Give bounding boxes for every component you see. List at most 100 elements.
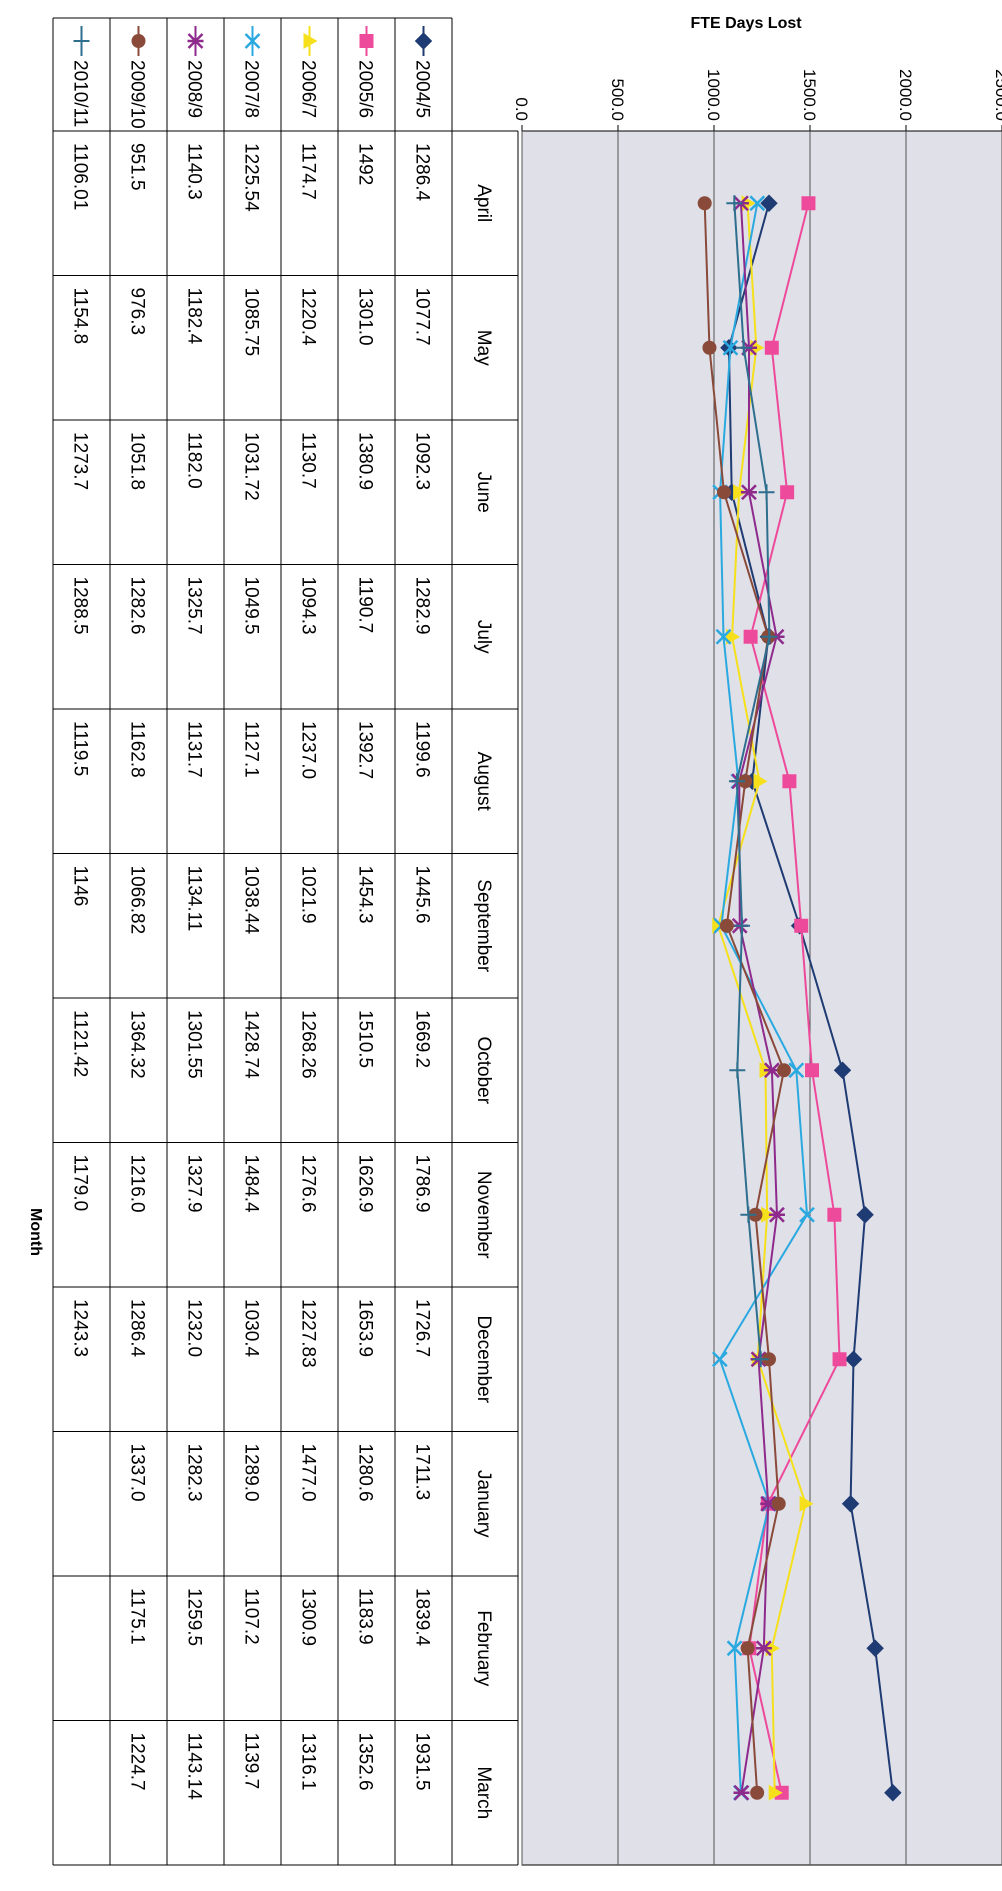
x-axis-label: Month — [27, 1208, 44, 1256]
data-label: 1288.5 — [70, 577, 91, 635]
data-label: 1380.9 — [355, 432, 376, 490]
data-label: 1224.7 — [127, 1733, 148, 1791]
data-label: 1428.74 — [241, 1010, 262, 1079]
data-point — [740, 1206, 757, 1223]
data-point — [764, 340, 779, 355]
legend-entry: 2008/9 — [184, 60, 205, 118]
data-point — [841, 1495, 860, 1513]
legend-entry: 2004/5 — [412, 60, 433, 118]
x-tick-label: April — [473, 184, 494, 222]
data-label: 1143.14 — [184, 1733, 205, 1801]
data-label: 1484.4 — [241, 1155, 262, 1214]
data-point — [733, 1784, 750, 1801]
data-point — [728, 773, 745, 790]
data-point — [719, 918, 734, 933]
series-2010-11 — [726, 195, 778, 1368]
data-label: 1051.8 — [127, 432, 148, 490]
data-label: 1140.3 — [184, 143, 205, 200]
data-point — [833, 1061, 852, 1079]
data-point — [743, 629, 758, 644]
data-point — [187, 33, 204, 49]
data-label: 1931.5 — [412, 1733, 433, 1791]
data-point — [729, 1062, 746, 1079]
data-point — [726, 195, 743, 212]
data-label: 1182.4 — [184, 288, 205, 345]
data-label: 1066.82 — [127, 866, 148, 935]
data-label: 1021.9 — [298, 866, 319, 924]
data-label: 1225.54 — [241, 143, 262, 212]
plot-area — [521, 130, 1002, 1866]
data-point — [738, 774, 753, 789]
data-label: 1146 — [70, 866, 91, 907]
x-tick-label: January — [473, 1470, 494, 1538]
data-label: 1726.7 — [412, 1299, 433, 1357]
data-label: 1259.5 — [184, 1588, 205, 1646]
y-tick-label: 1000.0 — [704, 69, 723, 121]
data-point — [782, 774, 797, 789]
data-label: 1175.1 — [127, 1588, 148, 1645]
data-label: 1286.4 — [127, 1299, 148, 1358]
data-label: 1289.0 — [241, 1444, 262, 1502]
data-label: 1477.0 — [298, 1444, 319, 1502]
data-label: 1121.42 — [70, 1010, 91, 1077]
data-label: 1134.11 — [184, 866, 205, 932]
data-point — [866, 1639, 884, 1657]
x-tick-label: September — [473, 879, 494, 973]
table-row: 2008/9 1140.3 1182.4 1182.0 1325.7 1131.7 1134… — [184, 26, 205, 1800]
gridlines — [521, 131, 1002, 1865]
data-label: 1227.83 — [298, 1299, 319, 1368]
data-point — [827, 1207, 842, 1222]
data-label: 1273.7 — [70, 432, 91, 490]
data-point — [884, 1784, 902, 1802]
data-point — [735, 339, 752, 356]
data-point — [761, 1206, 776, 1223]
data-label: 1364.32 — [127, 1010, 148, 1079]
data-point — [722, 339, 739, 356]
data-label: 1232.0 — [184, 1299, 205, 1357]
legend-entry: 2009/10 — [127, 60, 148, 129]
table-row: 2010/11 1106.01 1154.8 1273.7 1288.5 1119.5 11… — [70, 26, 91, 1357]
data-label: 1352.6 — [355, 1733, 376, 1791]
data-label: 1190.7 — [355, 577, 376, 634]
data-point — [726, 1640, 743, 1657]
x-tick-label: March — [473, 1766, 494, 1819]
data-point — [697, 196, 712, 211]
data-point — [740, 1641, 755, 1656]
data-label: 1182.0 — [184, 432, 205, 489]
x-tick-label: July — [473, 620, 494, 654]
data-point — [788, 1062, 805, 1079]
data-point — [131, 34, 146, 48]
data-label: 1653.9 — [355, 1299, 376, 1357]
data-point — [303, 33, 318, 49]
data-label: 1786.9 — [412, 1155, 433, 1213]
data-point — [768, 1784, 783, 1801]
data-label: 1301.55 — [184, 1010, 205, 1079]
data-point — [832, 1352, 847, 1367]
data-label: 1199.6 — [412, 721, 433, 778]
data-point — [752, 1351, 769, 1368]
data-label: 1301.0 — [355, 288, 376, 346]
table-row: 2007/8 1225.54 1085.75 1031.72 1049.5 1127.1 1… — [241, 26, 262, 1789]
data-point — [359, 34, 374, 48]
data-label: 1127.1 — [241, 721, 262, 778]
data-point — [794, 918, 809, 933]
data-label: 1049.5 — [241, 577, 262, 635]
data-label: 1179.0 — [70, 1155, 91, 1212]
data-label: 1092.3 — [412, 432, 433, 490]
data-label: 1282.6 — [127, 577, 148, 635]
legend-entry: 2006/7 — [298, 60, 319, 118]
series-line — [748, 203, 841, 1793]
data-point — [755, 1640, 772, 1657]
data-point — [414, 32, 433, 50]
table-row: 2004/5 1286.4 1077.7 1092.3 1282.9 1199.6 1445… — [412, 26, 433, 1791]
data-point — [780, 485, 795, 500]
data-label: 1243.3 — [70, 1299, 91, 1357]
data-point — [244, 33, 261, 49]
series-line — [727, 202, 894, 1793]
data-point — [771, 1496, 786, 1511]
data-label: 1038.44 — [241, 866, 262, 935]
data-point — [753, 773, 768, 790]
data-label: 1094.3 — [298, 577, 319, 635]
